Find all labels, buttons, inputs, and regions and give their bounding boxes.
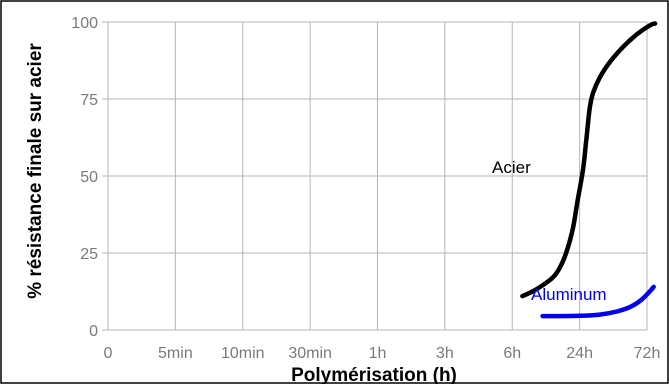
y-tick-label: 100 [71,15,98,32]
x-tick-label: 3h [436,345,454,362]
x-axis-title: Polymérisation (h) [291,365,457,384]
x-tick-label: 0 [104,345,113,362]
y-tick-label: 50 [80,169,98,186]
x-tick-label: 24h [566,345,593,362]
series-label-acier: Acier [492,158,531,177]
series-label-aluminum: Aluminum [531,285,607,304]
y-tick-label: 25 [80,246,98,263]
x-tick-label: 72h [634,345,661,362]
series-lines [520,21,658,319]
y-tick-labels: 0 25 50 75 100 [71,15,98,340]
grid [102,21,648,331]
series-line-acier [520,21,658,299]
x-tick-label: 6h [503,345,521,362]
y-axis-title: % résistance finale sur acier [25,43,46,299]
x-tick-label: 1h [369,345,387,362]
x-tick-labels: 0 5min 10min 30min 1h 3h 6h 24h 72h [104,345,661,362]
series-line-aluminum [540,284,656,319]
x-tick-label: 10min [221,345,265,362]
x-tick-label: 5min [158,345,193,362]
y-tick-label: 75 [80,92,98,109]
y-tick-label: 0 [89,323,98,340]
x-tick-label: 30min [288,345,332,362]
